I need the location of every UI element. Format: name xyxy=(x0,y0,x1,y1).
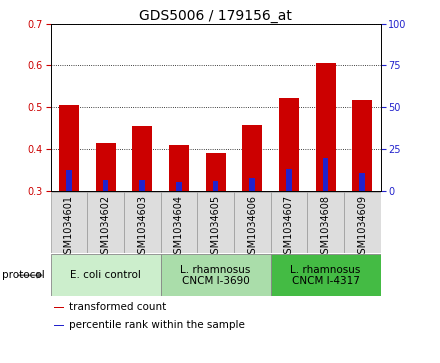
Bar xyxy=(213,182,218,191)
Bar xyxy=(95,143,116,191)
Text: protocol: protocol xyxy=(2,270,45,280)
Bar xyxy=(59,105,79,191)
Bar xyxy=(344,192,381,253)
Bar xyxy=(352,99,372,191)
Bar xyxy=(176,182,182,191)
Text: GSM1034602: GSM1034602 xyxy=(101,195,110,260)
Bar xyxy=(51,192,87,253)
Bar xyxy=(286,169,292,191)
Bar xyxy=(307,192,344,253)
Bar xyxy=(359,173,365,191)
Text: L. rhamnosus
CNCM I-3690: L. rhamnosus CNCM I-3690 xyxy=(180,265,251,286)
Bar xyxy=(54,306,65,308)
Bar xyxy=(205,153,226,191)
Bar xyxy=(161,192,197,253)
Bar xyxy=(279,98,299,191)
Bar xyxy=(197,192,234,253)
Bar xyxy=(242,125,262,191)
Text: GDS5006 / 179156_at: GDS5006 / 179156_at xyxy=(139,9,292,23)
Bar xyxy=(323,158,328,191)
Text: GSM1034608: GSM1034608 xyxy=(321,195,330,260)
Text: E. coli control: E. coli control xyxy=(70,270,141,280)
Bar xyxy=(124,192,161,253)
Bar xyxy=(66,170,72,191)
Text: GSM1034609: GSM1034609 xyxy=(357,195,367,260)
Text: GSM1034605: GSM1034605 xyxy=(211,195,220,260)
Bar xyxy=(103,180,108,191)
Text: percentile rank within the sample: percentile rank within the sample xyxy=(70,320,245,330)
Bar xyxy=(87,192,124,253)
Text: GSM1034603: GSM1034603 xyxy=(137,195,147,260)
Text: GSM1034606: GSM1034606 xyxy=(247,195,257,260)
Bar xyxy=(271,192,307,253)
Text: transformed count: transformed count xyxy=(70,302,167,312)
Bar xyxy=(132,126,152,191)
Bar xyxy=(249,178,255,191)
Bar xyxy=(51,254,161,296)
Text: L. rhamnosus
CNCM I-4317: L. rhamnosus CNCM I-4317 xyxy=(290,265,361,286)
Text: GSM1034604: GSM1034604 xyxy=(174,195,184,260)
Bar xyxy=(234,192,271,253)
Bar xyxy=(315,63,336,191)
Bar xyxy=(161,254,271,296)
Bar xyxy=(54,325,65,326)
Bar xyxy=(271,254,381,296)
Bar xyxy=(139,180,145,191)
Text: GSM1034607: GSM1034607 xyxy=(284,195,294,260)
Text: GSM1034601: GSM1034601 xyxy=(64,195,74,260)
Bar xyxy=(169,146,189,191)
